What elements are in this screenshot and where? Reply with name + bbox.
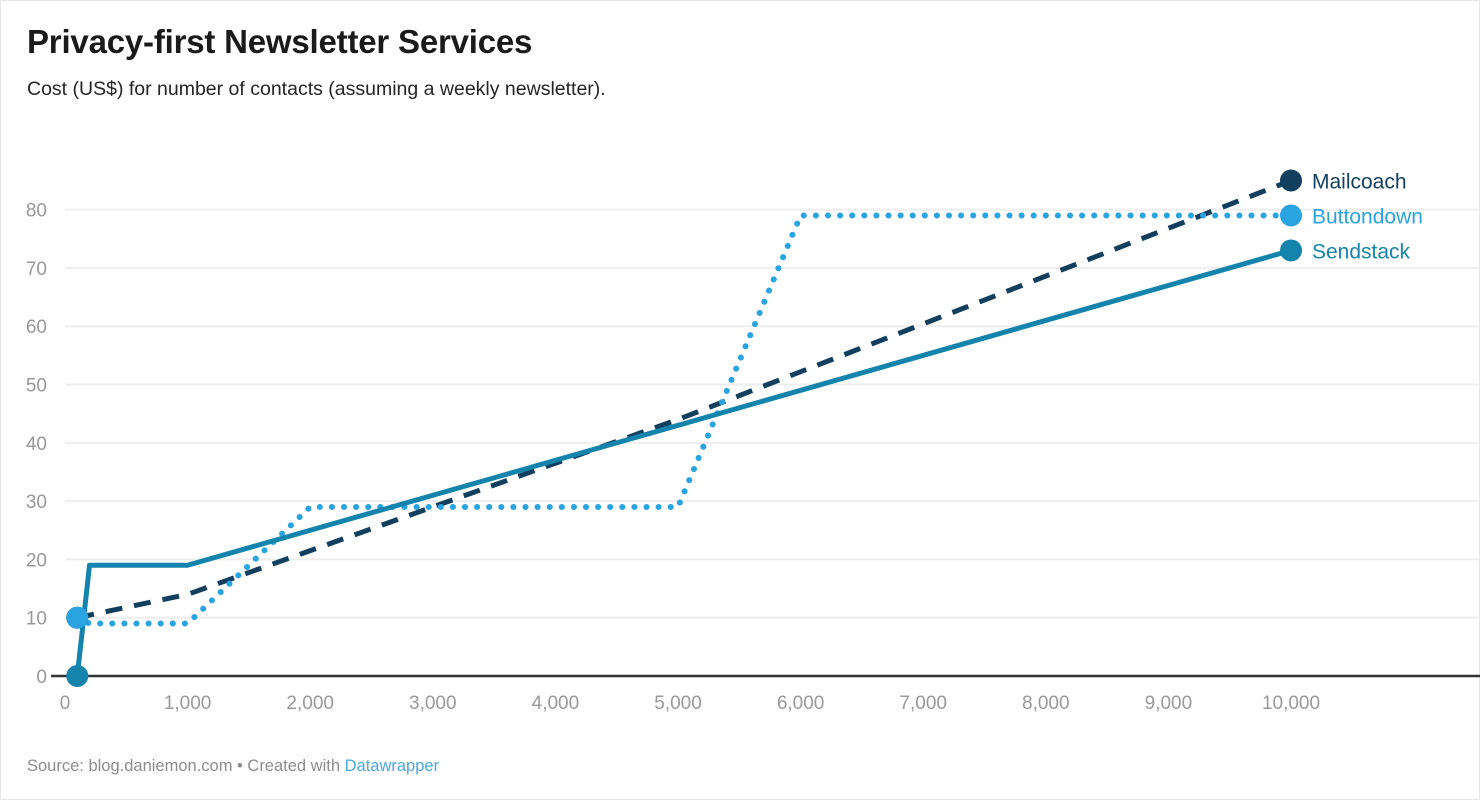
x-tick-label: 5,000 bbox=[654, 693, 702, 714]
series-line-sendstack bbox=[74, 247, 1294, 679]
legend-label-sendstack[interactable]: Sendstack bbox=[1312, 240, 1411, 263]
legend-label-mailcoach[interactable]: Mailcoach bbox=[1312, 170, 1407, 193]
gridlines bbox=[65, 208, 1480, 619]
x-tick-label: 6,000 bbox=[777, 693, 825, 714]
y-tick-label: 80 bbox=[26, 201, 47, 222]
series-line-mailcoach bbox=[76, 178, 1292, 621]
series-endpoint-dots bbox=[66, 169, 1302, 687]
end-dot-sendstack bbox=[1280, 239, 1302, 262]
x-tick-label: 2,000 bbox=[286, 693, 334, 714]
y-tick-label: 20 bbox=[26, 550, 47, 571]
legend-label-buttondown[interactable]: Buttondown bbox=[1312, 205, 1423, 228]
series-line-buttondown bbox=[74, 212, 1294, 627]
x-tick-label: 4,000 bbox=[532, 693, 580, 714]
source-text: Source: blog.daniemon.com • Created with bbox=[27, 757, 345, 776]
x-tick-label: 1,000 bbox=[164, 693, 212, 714]
series-lines bbox=[74, 178, 1294, 679]
end-dot-mailcoach bbox=[1280, 169, 1302, 192]
y-axis-labels: 0 10 20 30 40 50 60 70 80 bbox=[26, 201, 47, 688]
datawrapper-link[interactable]: Datawrapper bbox=[344, 757, 440, 776]
line-chart: 0 10 20 30 40 50 60 70 80 0 1,000 2,000 3,000 4,000 5… bbox=[26, 169, 1480, 714]
start-dot-buttondown bbox=[66, 606, 89, 629]
chart-subtitle: Cost (US$) for number of contacts (assum… bbox=[27, 77, 606, 100]
y-tick-label: 70 bbox=[26, 259, 47, 280]
series-legend-labels: Mailcoach Buttondown Sendstack bbox=[1312, 170, 1423, 263]
start-dot-sendstack bbox=[66, 665, 89, 687]
x-axis-labels: 0 1,000 2,000 3,000 4,000 5,000 6,000 7,000 8,00… bbox=[60, 693, 1320, 714]
x-tick-label: 7,000 bbox=[899, 693, 947, 714]
page-title: Privacy-first Newsletter Services bbox=[27, 23, 533, 60]
y-tick-label: 50 bbox=[26, 376, 47, 397]
x-tick-label: 10,000 bbox=[1262, 693, 1320, 714]
x-tick-label: 3,000 bbox=[409, 693, 457, 714]
x-tick-label: 0 bbox=[60, 693, 71, 714]
y-tick-label: 10 bbox=[26, 609, 47, 630]
y-tick-label: 60 bbox=[26, 317, 47, 338]
end-dot-buttondown bbox=[1280, 204, 1302, 227]
y-tick-label: 0 bbox=[36, 667, 47, 688]
chart-plot-area: 0 10 20 30 40 50 60 70 80 0 1,000 2,000 3,000 4,000 5… bbox=[1, 129, 1480, 729]
y-tick-label: 40 bbox=[26, 434, 47, 455]
x-tick-label: 8,000 bbox=[1022, 693, 1070, 714]
y-tick-label: 30 bbox=[26, 492, 47, 513]
chart-header: Privacy-first Newsletter Services Cost (… bbox=[1, 1, 1479, 102]
x-tick-label: 9,000 bbox=[1145, 693, 1193, 714]
chart-footer: Source: blog.daniemon.com • Created with… bbox=[27, 757, 439, 777]
